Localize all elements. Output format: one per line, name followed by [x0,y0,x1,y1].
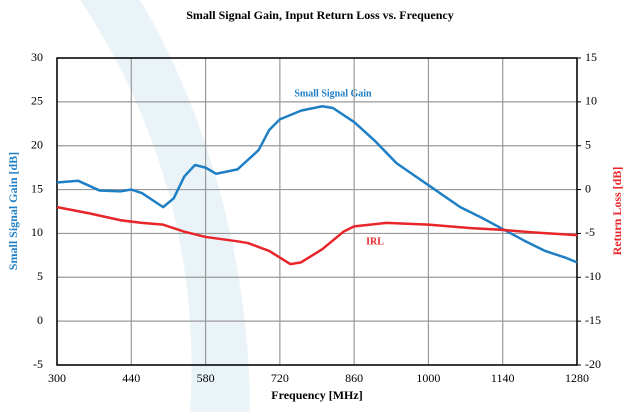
x-tick-label: 860 [345,371,363,385]
y-axis-label: Small Signal Gain [dB] [6,152,20,270]
x-tick-label: 1000 [416,371,440,385]
plot-border [56,57,578,366]
y-tick-label: 0 [37,313,43,327]
y2-tick-label: 5 [585,137,591,151]
y-tick-label: 5 [37,269,43,283]
y2-tick-label: 0 [585,181,591,195]
y-tick-label: 30 [31,50,43,64]
y-tick-label: 20 [31,137,43,151]
annotation: IRL [366,236,384,247]
y-tick-label: 15 [31,181,43,195]
y2-tick-label: -5 [585,225,595,239]
y2-tick-label: -10 [585,269,601,283]
x-tick-label: 1280 [565,371,589,385]
x-tick-label: 440 [122,371,140,385]
y-tick-label: 25 [31,94,43,108]
line-series [56,205,578,266]
chart-title: Small Signal Gain, Input Return Loss vs.… [186,8,454,22]
y2-tick-label: -15 [585,313,601,327]
x-tick-label: 1140 [491,371,515,385]
x-axis-label: Frequency [MHz] [271,388,362,402]
x-tick-label: 580 [197,371,215,385]
line-series [56,104,578,264]
y2-tick-label: -20 [585,357,601,371]
y-tick-label: -5 [33,357,43,371]
y2-tick-label: 10 [585,94,597,108]
y2-axis-label: Return Loss [dB] [610,167,624,256]
y2-tick-label: 15 [585,50,597,64]
x-tick-label: 300 [48,371,66,385]
watermark [80,0,250,412]
x-tick-label: 720 [271,371,289,385]
annotation: Small Signal Gain [294,88,372,99]
y-tick-label: 10 [31,225,43,239]
